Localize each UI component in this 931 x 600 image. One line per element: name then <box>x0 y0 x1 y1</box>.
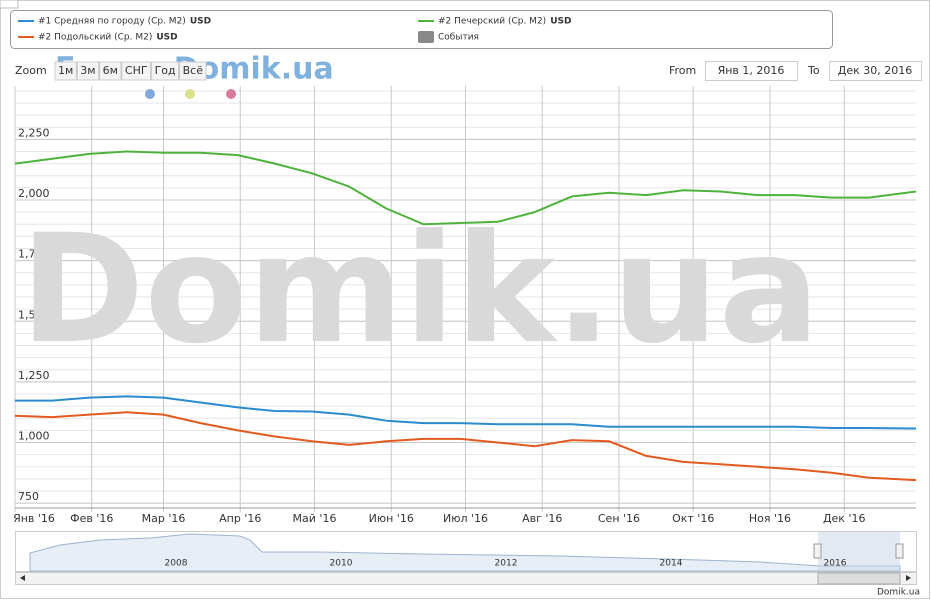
y-tick-label: 1,000 <box>18 430 50 443</box>
navigator-year-label: 2016 <box>824 559 847 569</box>
legend-item[interactable]: События <box>418 31 479 43</box>
zoom-button-label[interactable]: Всё <box>183 64 204 77</box>
zoom-button[interactable]: Всё <box>179 61 207 81</box>
x-tick-label: Сен '16 <box>598 512 640 525</box>
series-line <box>15 395 917 430</box>
x-tick-label: Окт '16 <box>672 512 714 525</box>
zoom-button-label[interactable]: СНГ <box>125 64 148 77</box>
zoom-button[interactable]: 3м <box>76 61 100 81</box>
legend-label[interactable]: #1 Средняя по городу (Ср. М2) <box>38 17 186 27</box>
series-line <box>14 150 917 226</box>
legend-label[interactable]: События <box>438 33 479 43</box>
to-label: To <box>807 64 820 77</box>
y-tick-label: 1,750 <box>18 248 50 261</box>
credit[interactable]: Domik.ua <box>877 588 920 598</box>
event-marker[interactable] <box>145 89 155 99</box>
legend-label[interactable]: #2 Печерский (Ср. М2) <box>438 17 546 27</box>
series-line <box>14 411 917 482</box>
legend-label[interactable]: #2 Подольский (Ср. М2) <box>38 33 152 43</box>
x-tick-label: Дек '16 <box>823 512 866 525</box>
x-tick-label: Фев '16 <box>70 512 113 525</box>
navigator-year-label: 2012 <box>495 559 518 569</box>
from-input[interactable] <box>705 61 798 81</box>
legend-unit[interactable]: USD <box>190 17 211 27</box>
zoom-button-bg[interactable] <box>54 61 77 81</box>
to-value[interactable]: Дек 30, 2016 <box>838 64 913 77</box>
y-tick-label: 1,500 <box>18 308 50 321</box>
corner-tab <box>0 0 19 9</box>
x-tick-label: Янв '16 <box>13 512 55 525</box>
zoom-button[interactable]: 6м <box>99 61 122 81</box>
zoom-button-label[interactable]: 1м <box>58 64 73 77</box>
y-tick-label: 2,250 <box>18 126 50 139</box>
legend-swatch[interactable] <box>418 31 434 43</box>
zoom-button-label[interactable]: 3м <box>80 64 95 77</box>
x-tick-label: Июн '16 <box>369 512 414 525</box>
navigator[interactable] <box>15 531 917 585</box>
y-tick-label: 750 <box>18 490 39 503</box>
zoom-button-bg[interactable] <box>151 61 180 81</box>
from-label: From <box>669 64 696 77</box>
x-tick-label: Апр '16 <box>219 512 261 525</box>
zoom-button-bg[interactable] <box>76 61 100 81</box>
navigator-year-label: 2014 <box>660 559 683 569</box>
legend-item[interactable]: #2 Подольский (Ср. М2) USD <box>18 33 178 43</box>
y-tick-label: 2,000 <box>18 187 50 200</box>
legend-item[interactable]: #2 Печерский (Ср. М2) USD <box>418 17 571 27</box>
event-marker[interactable] <box>226 89 236 99</box>
legend-unit[interactable]: USD <box>156 33 177 43</box>
zoom-label: Zoom <box>15 64 47 77</box>
event-marker[interactable] <box>185 89 195 99</box>
x-tick-label: Июл '16 <box>443 512 488 525</box>
to-input[interactable] <box>829 61 922 81</box>
legend-unit[interactable]: USD <box>550 17 571 27</box>
legend-item[interactable]: #1 Средняя по городу (Ср. М2) USD <box>18 17 211 27</box>
navigator-year-label: 2010 <box>330 559 353 569</box>
x-tick-label: Мар '16 <box>142 512 186 525</box>
x-tick-label: Май '16 <box>293 512 337 525</box>
zoom-button-label[interactable]: Год <box>155 64 176 77</box>
y-tick-label: 1,250 <box>18 369 50 382</box>
zoom-button-bg[interactable] <box>179 61 207 81</box>
zoom-button[interactable]: 1м <box>54 61 77 81</box>
zoom-button[interactable]: СНГ <box>121 61 152 81</box>
zoom-button-label[interactable]: 6м <box>103 64 118 77</box>
watermark: Domik.ua <box>20 203 820 377</box>
zoom-button-bg[interactable] <box>121 61 152 81</box>
x-tick-label: Авг '16 <box>522 512 562 525</box>
zoom-button[interactable]: Год <box>151 61 180 81</box>
plot-area: 750 1,000 1,250 1,500 1,750 2,000 2,250 Янв '16… <box>13 86 917 525</box>
legend-box <box>10 10 833 49</box>
from-value[interactable]: Янв 1, 2016 <box>718 64 785 77</box>
navigator-year-label: 2008 <box>165 559 188 569</box>
x-tick-label: Ноя '16 <box>749 512 791 525</box>
zoom-button-bg[interactable] <box>99 61 122 81</box>
